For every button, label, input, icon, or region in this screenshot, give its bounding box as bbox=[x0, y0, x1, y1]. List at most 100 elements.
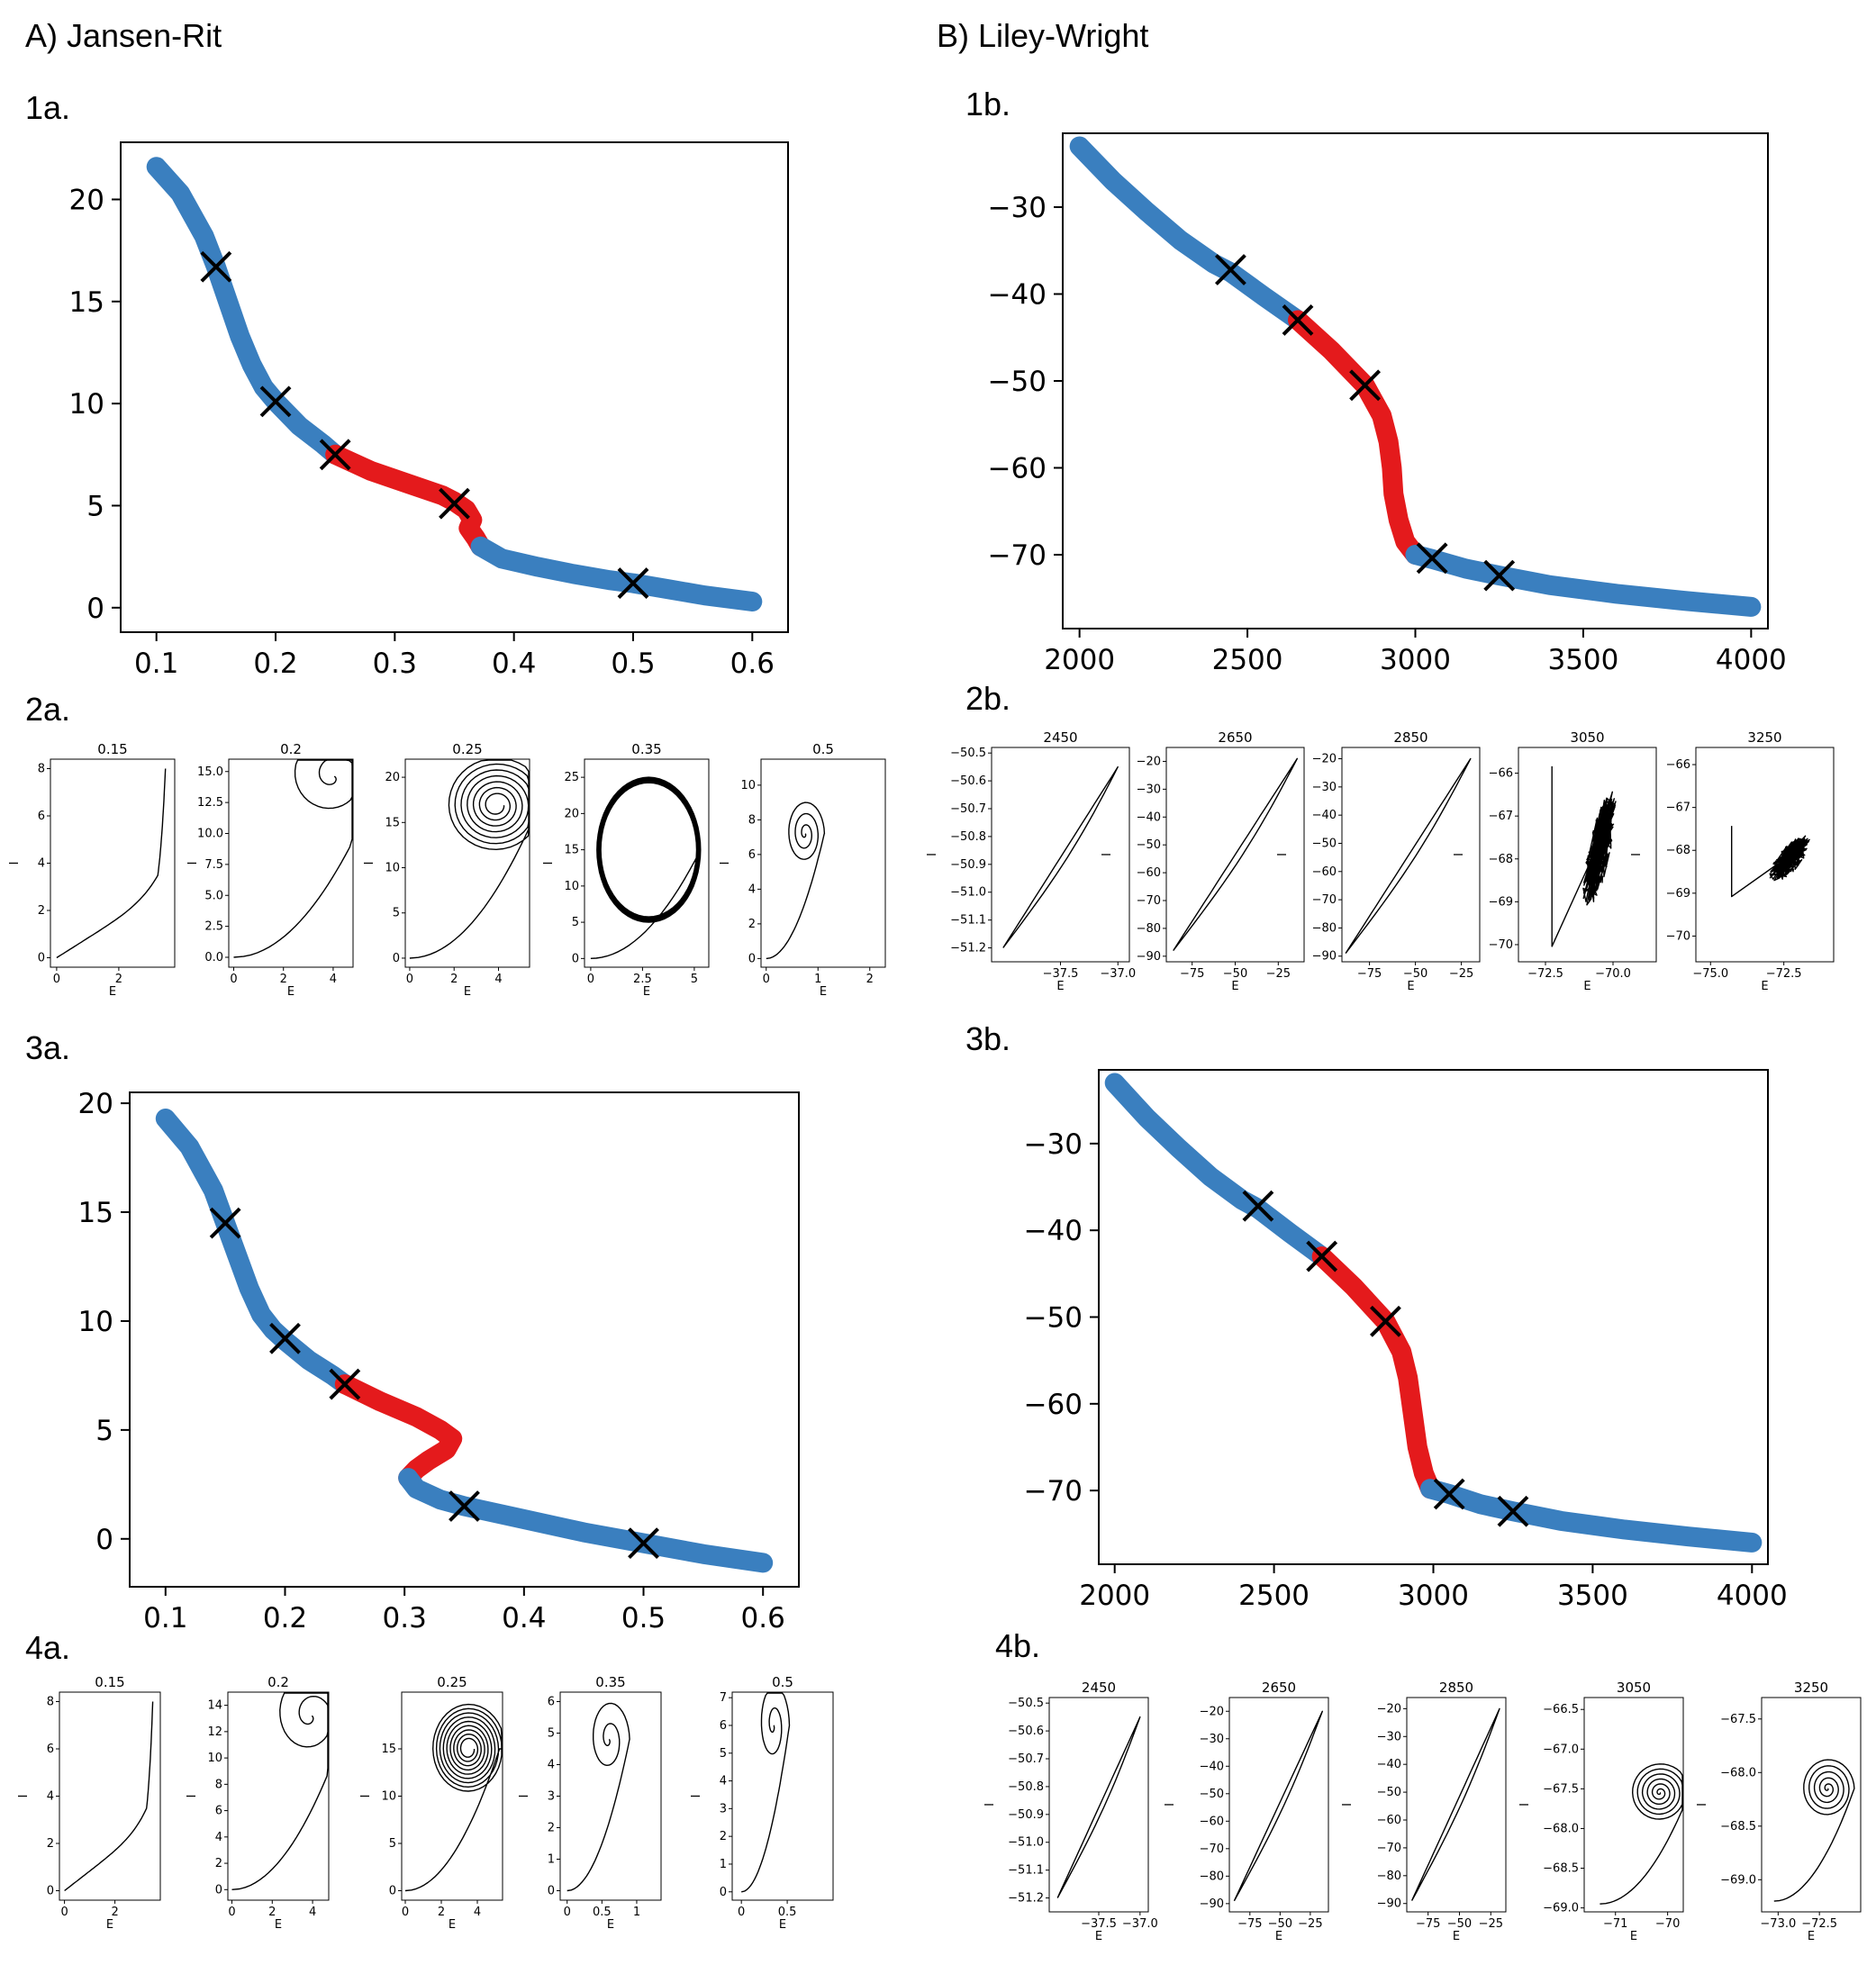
y-tick-label: 15 bbox=[69, 286, 104, 319]
axes-frame-1a bbox=[120, 141, 789, 633]
y-tick-label: −30 bbox=[1024, 1128, 1083, 1161]
subplot-y-axis-label: I bbox=[1101, 853, 1114, 856]
subplot-y-axis-label: I bbox=[542, 862, 556, 865]
subplot-y-tick-label: −67 bbox=[1666, 801, 1690, 815]
label-3a: 3a. bbox=[25, 1029, 70, 1066]
x-tick-label: 0.6 bbox=[741, 1602, 785, 1634]
subplot-y-tick-label: −50 bbox=[1200, 1788, 1224, 1801]
subplot-y-tick-label: −80 bbox=[1137, 922, 1161, 936]
trajectory-2b-0 bbox=[1002, 765, 1119, 948]
cross-stroke bbox=[209, 1207, 241, 1239]
x-tick-label: 3500 bbox=[1557, 1580, 1628, 1612]
trajectory-2a-4 bbox=[766, 801, 826, 960]
subplot-x-tick-label: −25 bbox=[1449, 967, 1473, 981]
subplot-y-axis-label: I bbox=[1341, 1803, 1355, 1807]
subplot-x-tick-label: 5 bbox=[691, 973, 698, 986]
subplot-y-tick-label: −40 bbox=[1137, 810, 1161, 824]
subplot-x-tick-label: 2 bbox=[866, 973, 874, 986]
x-tick-label: 0.3 bbox=[373, 647, 417, 680]
subplot-frame-2b-2 bbox=[1341, 747, 1481, 963]
cross-stroke bbox=[617, 567, 649, 600]
x-tick-label: 0.2 bbox=[253, 647, 297, 680]
subplot-y-tick-label: −90 bbox=[1200, 1897, 1224, 1911]
x-tick-label: 2000 bbox=[1079, 1580, 1150, 1612]
subplot-y-tick-label: −50.8 bbox=[950, 830, 986, 844]
label-2b: 2b. bbox=[965, 680, 1011, 717]
subplot-y-tick-label: 7 bbox=[720, 1691, 727, 1705]
subplot-x-axis-label: E bbox=[287, 985, 295, 999]
branch-stable-1b-2 bbox=[1405, 544, 1762, 617]
subplot-y-axis-label: I bbox=[690, 1795, 703, 1798]
subplot-y-tick-label: −50 bbox=[1377, 1786, 1401, 1799]
subplot-y-tick-label: −70 bbox=[1377, 1842, 1401, 1855]
subplot-y-tick-label: 10 bbox=[740, 779, 756, 792]
subplot-y-tick-label: −60 bbox=[1200, 1815, 1224, 1828]
subplot-y-tick-label: 0 bbox=[47, 1885, 54, 1898]
y-tick-label: −70 bbox=[988, 539, 1047, 572]
x-tick-label: 0.3 bbox=[383, 1602, 427, 1634]
cross-marker-3b-0 bbox=[1242, 1190, 1274, 1222]
label-4b: 4b. bbox=[995, 1627, 1040, 1664]
subplot-y-tick-label: −70 bbox=[1489, 938, 1513, 952]
trajectory-4b-4 bbox=[1773, 1759, 1855, 1902]
trajectory-4b-1 bbox=[1233, 1710, 1324, 1902]
y-tick-label: 15 bbox=[78, 1197, 113, 1229]
subplot-y-tick-label: 0 bbox=[389, 1885, 396, 1898]
subplot-x-tick-label: −73.0 bbox=[1760, 1917, 1796, 1931]
subplot-x-tick-label: −75.0 bbox=[1692, 967, 1728, 981]
subplot-x-tick-label: 4 bbox=[494, 973, 502, 986]
subplot-title: 2450 bbox=[1082, 1680, 1116, 1696]
cross-stroke bbox=[1433, 1478, 1465, 1510]
label-1b: 1b. bbox=[965, 86, 1011, 122]
subplot-y-tick-label: −50 bbox=[1137, 838, 1161, 852]
x-tick-label: 3000 bbox=[1398, 1580, 1469, 1612]
subplot-x-tick-label: −37.5 bbox=[1081, 1917, 1117, 1931]
cross-marker-1b-2 bbox=[1349, 369, 1381, 402]
subplot-title: 3250 bbox=[1747, 729, 1781, 746]
cross-stroke bbox=[1497, 1495, 1529, 1527]
subplot-y-tick-label: −67 bbox=[1489, 810, 1513, 823]
subplot-x-tick-label: −70.0 bbox=[1595, 967, 1631, 981]
label-3b: 3b. bbox=[965, 1020, 1011, 1057]
subplot-y-axis-label: I bbox=[359, 1795, 373, 1798]
x-tick-label: 4000 bbox=[1717, 1580, 1788, 1612]
subplot-y-tick-label: −67.5 bbox=[1720, 1713, 1756, 1726]
subplot-x-tick-label: −25 bbox=[1266, 967, 1291, 981]
subplot-y-tick-label: −60 bbox=[1137, 866, 1161, 880]
subplot-x-axis-label: E bbox=[1231, 980, 1238, 993]
subplot-title: 0.15 bbox=[95, 1674, 124, 1690]
subplot-y-tick-label: 4 bbox=[38, 857, 45, 871]
cross-stroke bbox=[259, 385, 292, 418]
subplot-y-tick-label: −51.2 bbox=[950, 942, 986, 955]
subplot-y-tick-label: −70 bbox=[1200, 1843, 1224, 1856]
subplot-y-tick-label: 4 bbox=[215, 1831, 222, 1844]
subplot-y-tick-label: −69 bbox=[1489, 895, 1513, 909]
subplot-y-tick-label: −30 bbox=[1312, 781, 1337, 794]
subplot-x-tick-label: −50 bbox=[1223, 967, 1247, 981]
subplot-x-tick-label: −72.5 bbox=[1527, 967, 1563, 981]
subplot-y-tick-label: −50.8 bbox=[1008, 1780, 1044, 1794]
cross-marker-1b-0 bbox=[1215, 254, 1246, 285]
subplot-y-tick-label: 10.0 bbox=[197, 828, 223, 841]
subplot-x-tick-label: 2 bbox=[450, 973, 458, 986]
trajectory-2a-2 bbox=[409, 759, 530, 959]
cross-marker-3b-4 bbox=[1497, 1495, 1529, 1527]
subplot-x-tick-label: 2 bbox=[268, 1906, 276, 1919]
subplot-x-tick-label: −75 bbox=[1357, 967, 1382, 981]
trajectory-4a-0 bbox=[64, 1701, 154, 1892]
cross-stroke bbox=[1483, 559, 1516, 592]
x-tick-label: 3500 bbox=[1547, 644, 1618, 676]
subplot-y-tick-label: −69.0 bbox=[1720, 1873, 1756, 1887]
trajectory-2b-3 bbox=[1551, 765, 1617, 947]
x-tick-label: 2500 bbox=[1212, 644, 1283, 676]
subplot-x-tick-label: −50 bbox=[1447, 1917, 1472, 1931]
subplot-title: 0.2 bbox=[280, 741, 302, 757]
cross-stroke bbox=[1349, 369, 1381, 402]
subplot-y-tick-label: 10 bbox=[207, 1752, 222, 1765]
subplot-frame-4a-4 bbox=[731, 1691, 834, 1901]
subplot-y-tick-label: 6 bbox=[748, 848, 756, 862]
branch-unstable-3a-1 bbox=[334, 1374, 463, 1489]
subplot-frame-2b-3 bbox=[1518, 747, 1657, 963]
cross-marker-1a-1 bbox=[259, 385, 292, 418]
subplot-title: 0.5 bbox=[812, 741, 834, 757]
